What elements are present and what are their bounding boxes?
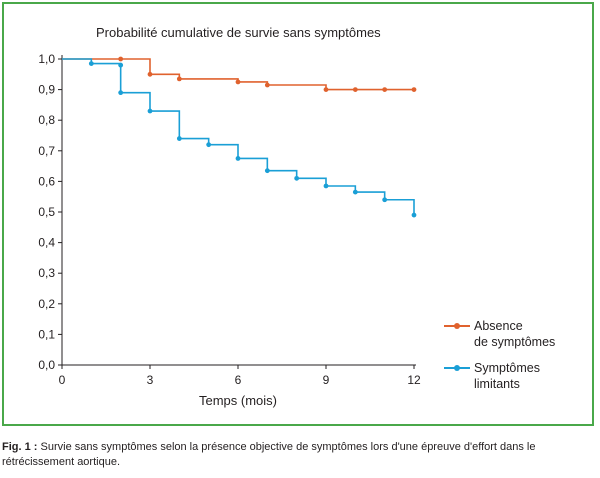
legend: Absence de symptômes Symptômes limitants: [442, 318, 592, 402]
legend-swatch-absence: [444, 323, 470, 329]
y-tick-label: 1,0: [38, 52, 55, 66]
caption-text: Survie sans symptômes selon la présence …: [2, 441, 536, 468]
y-tick-label: 0,6: [38, 174, 55, 188]
legend-label: Symptômes: [474, 361, 540, 375]
series-point-0: [264, 82, 270, 88]
x-tick-label: 0: [59, 373, 66, 387]
x-tick-label: 6: [235, 373, 242, 387]
series-point-0: [382, 87, 388, 92]
series-point-1: [147, 108, 153, 114]
series-point-1: [88, 61, 94, 66]
y-tick-label: 0,5: [38, 205, 55, 219]
y-tick-label: 0,2: [38, 297, 55, 311]
caption-label: Fig. 1 :: [2, 441, 38, 453]
series-point-0: [411, 87, 417, 92]
series-point-1: [382, 197, 388, 203]
chart-svg: Probabilité cumulative de survie sans sy…: [38, 25, 421, 408]
series-point-1: [206, 142, 212, 148]
y-tick-label: 0,8: [38, 113, 55, 127]
series-point-1: [264, 168, 270, 174]
series-point-1: [411, 212, 417, 218]
y-tick-label: 0,1: [38, 327, 55, 341]
y-tick-label: 0,0: [38, 358, 55, 372]
series-point-0: [352, 87, 358, 92]
x-axis-label: Temps (mois): [199, 393, 277, 408]
legend-label: limitants: [474, 377, 520, 391]
series-point-0: [118, 56, 124, 62]
series-point-0: [176, 76, 182, 82]
series-point-1: [118, 62, 124, 68]
series-point-1: [352, 189, 358, 195]
series-point-1: [118, 90, 124, 96]
legend-label: Absence: [474, 319, 523, 333]
legend-label: de symptômes: [474, 335, 556, 349]
legend-item-symptomes: Symptômes limitants: [442, 360, 592, 392]
series-point-1: [294, 175, 300, 181]
x-tick-label: 9: [323, 373, 330, 387]
y-tick-label: 0,9: [38, 83, 55, 97]
x-tick-label: 3: [147, 373, 154, 387]
series-point-1: [235, 156, 241, 161]
series-point-0: [323, 87, 329, 92]
legend-item-absence: Absence de symptômes: [442, 318, 592, 350]
y-tick-label: 0,4: [38, 236, 55, 250]
y-tick-label: 0,3: [38, 266, 55, 280]
chart-title: Probabilité cumulative de survie sans sy…: [96, 25, 381, 40]
figure-frame: Probabilité cumulative de survie sans sy…: [2, 2, 594, 426]
series-point-1: [323, 183, 329, 189]
y-tick-label: 0,7: [38, 144, 55, 158]
figure-caption: Fig. 1 : Survie sans symptômes selon la …: [2, 440, 594, 470]
legend-swatch-symptomes: [444, 365, 470, 371]
series-point-0: [235, 79, 241, 85]
series-point-0: [147, 71, 153, 77]
series-point-1: [176, 136, 182, 141]
x-tick-label: 12: [407, 373, 421, 387]
